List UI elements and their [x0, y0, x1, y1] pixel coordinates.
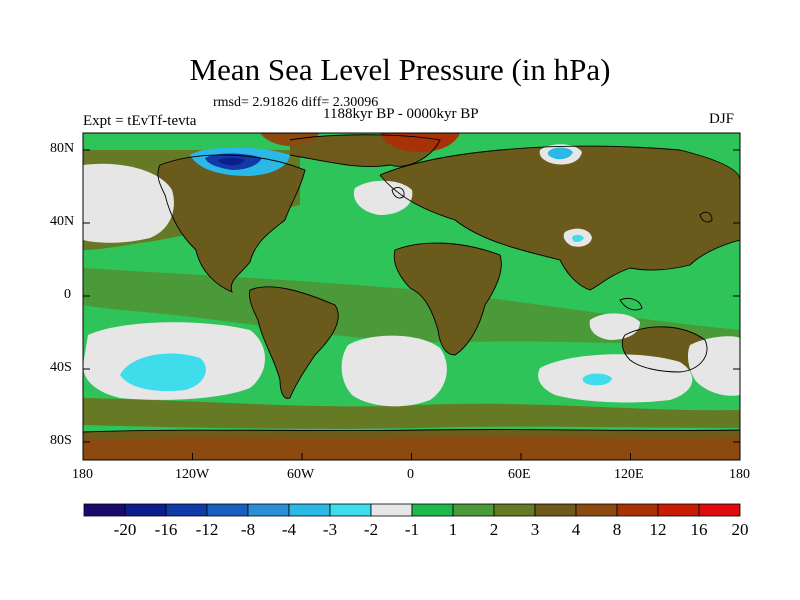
lat-label-40s: 40S [50, 360, 72, 375]
colorbar-swatch-11 [534, 503, 577, 517]
colorbar-swatch-14 [657, 503, 700, 517]
colorbar-label: 2 [489, 520, 499, 539]
colorbar-swatch-10 [493, 503, 536, 517]
colorbar-label: -4 [281, 520, 297, 539]
olive-band-southern [83, 398, 740, 429]
lat-label-80s: 80S [50, 433, 72, 448]
colorbar-label: 12 [649, 520, 667, 539]
lon-label-180w: 180 [72, 467, 93, 482]
land-eurasia [380, 146, 740, 290]
colorbar-label: -2 [363, 520, 379, 539]
land-north-america [157, 154, 305, 292]
lat-tick-marks [83, 149, 740, 443]
colorbar-swatch-1 [124, 503, 167, 517]
negative-patch-canadian-arctic-core [218, 157, 245, 166]
colorbar-label: 4 [571, 520, 581, 539]
period-label: 1188kyr BP - 0000kyr BP [323, 106, 479, 122]
colorbar-label: 20 [731, 520, 749, 539]
colorbar-swatch-6 [329, 503, 372, 517]
negative-patch-indian [582, 373, 612, 386]
colorbar-swatch-4 [247, 503, 290, 517]
olive-band-tropics [83, 268, 740, 345]
coastlines [83, 134, 740, 433]
colorbar-swatch-7 [370, 503, 413, 517]
colorbar-label: -20 [113, 520, 137, 539]
land-africa [394, 243, 502, 355]
colorbar-label: 3 [530, 520, 540, 539]
lat-label-40n: 40N [50, 214, 75, 229]
neutral-patch-south-atlantic [341, 335, 447, 407]
neutral-patch-indian-ocean [538, 354, 693, 403]
colorbar-label: 1 [448, 520, 458, 539]
colorbar-label: -8 [240, 520, 256, 539]
lon-label-180e: 180 [729, 467, 750, 482]
neutral-patch-north-pacific [83, 163, 174, 243]
colorbar-swatch-3 [206, 503, 249, 517]
colorbar-label: -3 [322, 520, 338, 539]
colorbar-swatch-2 [165, 503, 208, 517]
colorbar-label: -1 [404, 520, 420, 539]
negative-patch-svalbard [547, 147, 573, 160]
map-title: Mean Sea Level Pressure (in hPa) [189, 52, 611, 87]
lat-label-0: 0 [64, 287, 71, 302]
colorbar-label: -12 [195, 520, 219, 539]
colorbar-label: 8 [612, 520, 622, 539]
lon-label-0: 0 [407, 467, 414, 482]
colorbar-swatch-5 [288, 503, 331, 517]
neutral-patch-north-atlantic [353, 180, 413, 215]
lon-tick-marks [82, 453, 741, 460]
land-south-america [249, 286, 339, 399]
colorbar-swatch-12 [575, 503, 618, 517]
neutral-patch-australia-south [687, 336, 740, 396]
colorbar-swatch-8 [411, 503, 454, 517]
lat-label-80n: 80N [50, 141, 75, 156]
colorbar-swatch-13 [616, 503, 659, 517]
colorbar-swatch-15 [698, 503, 741, 517]
stats-label: rmsd= 2.91826 diff= 2.30096 [213, 95, 379, 110]
lon-label-60w: 60W [287, 467, 315, 482]
colorbar-swatch-0 [83, 503, 126, 517]
season-label: DJF [709, 111, 735, 127]
map-plot [83, 133, 740, 460]
colorbar-swatch-9 [452, 503, 495, 517]
lon-label-60e: 60E [508, 467, 531, 482]
lon-label-120w: 120W [175, 467, 210, 482]
positive-patch-arctic-2 [260, 133, 320, 146]
colorbar-label: 16 [690, 520, 708, 539]
negative-patch-south-pacific [120, 353, 206, 392]
lon-label-120e: 120E [614, 467, 644, 482]
negative-patch-tibet [572, 234, 584, 242]
experiment-label: Expt = tEvTf-tevta [83, 113, 197, 129]
colorbar-label: -16 [154, 520, 178, 539]
positive-patch-arctic [380, 133, 460, 152]
positive-patch-antarctic [83, 437, 740, 460]
colorbar [83, 503, 741, 517]
